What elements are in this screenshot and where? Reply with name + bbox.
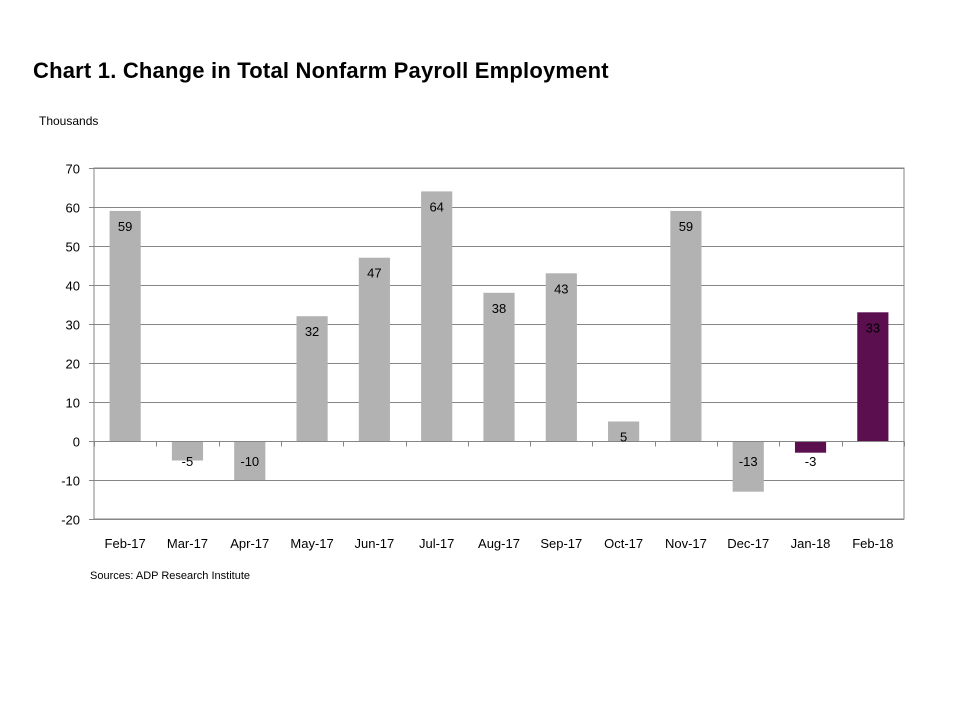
data-label: -10	[240, 454, 259, 469]
chart-title: Chart 1. Change in Total Nonfarm Payroll…	[33, 58, 609, 83]
x-tick-label: Jun-17	[355, 536, 395, 551]
bar	[608, 421, 640, 441]
y-tick-label: 10	[66, 396, 80, 411]
x-tick-label: Jan-18	[791, 536, 831, 551]
x-tick-label: Oct-17	[604, 536, 643, 551]
bar	[545, 273, 577, 441]
data-label: 47	[367, 266, 381, 281]
data-label: 59	[679, 219, 693, 234]
bar	[732, 441, 764, 492]
x-tick-label: Nov-17	[665, 536, 707, 551]
x-tick-label: Feb-17	[105, 536, 146, 551]
bar	[171, 441, 204, 461]
bar	[358, 257, 390, 441]
x-tick-label: May-17	[290, 536, 333, 551]
data-label: 38	[492, 301, 506, 316]
data-label: -13	[739, 454, 758, 469]
axes: 70 60 50 40 30 20 10 0 -10 -20 Feb-17 Mar-17 Apr-17 M…	[61, 162, 905, 551]
y-tick-label: 60	[66, 201, 80, 216]
bar	[670, 210, 702, 441]
data-label: 5	[620, 430, 627, 445]
bar	[234, 441, 266, 480]
y-tick-label: 0	[73, 435, 80, 450]
data-label: 43	[554, 281, 568, 296]
y-tick-label: -10	[61, 474, 80, 489]
y-tick-label: 20	[66, 357, 80, 372]
source-note: Sources: ADP Research Institute	[90, 570, 250, 582]
bars	[109, 191, 889, 492]
x-tick-label: Feb-18	[852, 536, 893, 551]
y-tick-label: 40	[66, 279, 80, 294]
x-tick-label: Apr-17	[230, 536, 269, 551]
data-label: 64	[429, 199, 443, 214]
y-tick-label: 50	[66, 240, 80, 255]
y-tick-label: 30	[66, 318, 80, 333]
bar	[421, 191, 453, 441]
data-label: 33	[866, 320, 880, 335]
y-tick-label: 70	[66, 162, 80, 177]
x-tick-label: Mar-17	[167, 536, 208, 551]
bar	[794, 441, 827, 453]
x-tick-label: Jul-17	[419, 536, 454, 551]
y-axis-units-label: Thousands	[39, 114, 99, 128]
labels: 59 -5 -10 32 47 64 38 43 5 59 -13 -3 33	[118, 199, 880, 469]
data-label: 59	[118, 219, 132, 234]
bar	[483, 292, 515, 441]
bar	[109, 210, 141, 441]
y-tick-label: -20	[61, 513, 80, 528]
x-tick-label: Aug-17	[478, 536, 520, 551]
data-label: 32	[305, 324, 319, 339]
bar	[857, 312, 889, 441]
bar	[296, 316, 328, 441]
x-tick-label: Dec-17	[727, 536, 769, 551]
data-label: -3	[805, 454, 817, 469]
x-tick-label: Sep-17	[540, 536, 582, 551]
data-label: -5	[182, 454, 194, 469]
